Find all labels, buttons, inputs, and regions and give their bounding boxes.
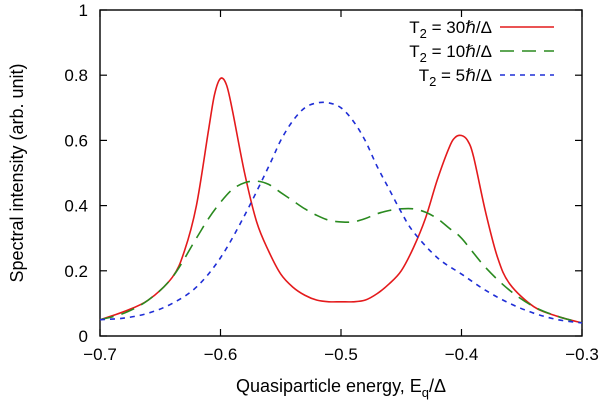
x-tick-label: −0.7 [83, 345, 117, 364]
y-tick-label: 0 [79, 327, 88, 346]
legend-label-1: T2 = 30ℏ/Δ [409, 18, 492, 41]
series-line-3 [99, 101, 583, 324]
y-tick-label: 0.6 [64, 131, 88, 150]
legend-label-2: T2 = 10ℏ/Δ [409, 42, 492, 65]
y-axis-label: Spectral intensity (arb. unit) [7, 63, 27, 282]
legend: T2 = 30ℏ/ΔT2 = 10ℏ/ΔT2 = 5ℏ/Δ [409, 18, 554, 89]
axis-tick-labels: −0.7 −0.6 −0.5 −0.4 −0.3 0 0.2 0.4 0.6 0.8 1 [64, 1, 598, 364]
axis-ticks [99, 9, 583, 337]
y-tick-label: 1 [79, 1, 88, 20]
x-tick-label: −0.3 [565, 345, 599, 364]
series-layer [99, 77, 583, 324]
x-axis-label-main: Quasiparticle energy, E [236, 376, 422, 396]
x-tick-label: −0.6 [204, 345, 238, 364]
series-line-2 [99, 180, 583, 324]
y-tick-label: 0.8 [64, 66, 88, 85]
x-axis-label-subscript: q [422, 385, 429, 400]
x-axis-label-tail: /Δ [429, 376, 446, 396]
legend-label-3: T2 = 5ℏ/Δ [419, 66, 492, 89]
y-tick-label: 0.2 [64, 262, 88, 281]
x-tick-label: −0.4 [445, 345, 479, 364]
x-tick-label: −0.5 [324, 345, 358, 364]
y-tick-label: 0.4 [64, 197, 88, 216]
x-axis-label: Quasiparticle energy, Eq/Δ [236, 376, 446, 400]
series-line-1 [99, 77, 583, 324]
plot-frame [99, 9, 583, 337]
